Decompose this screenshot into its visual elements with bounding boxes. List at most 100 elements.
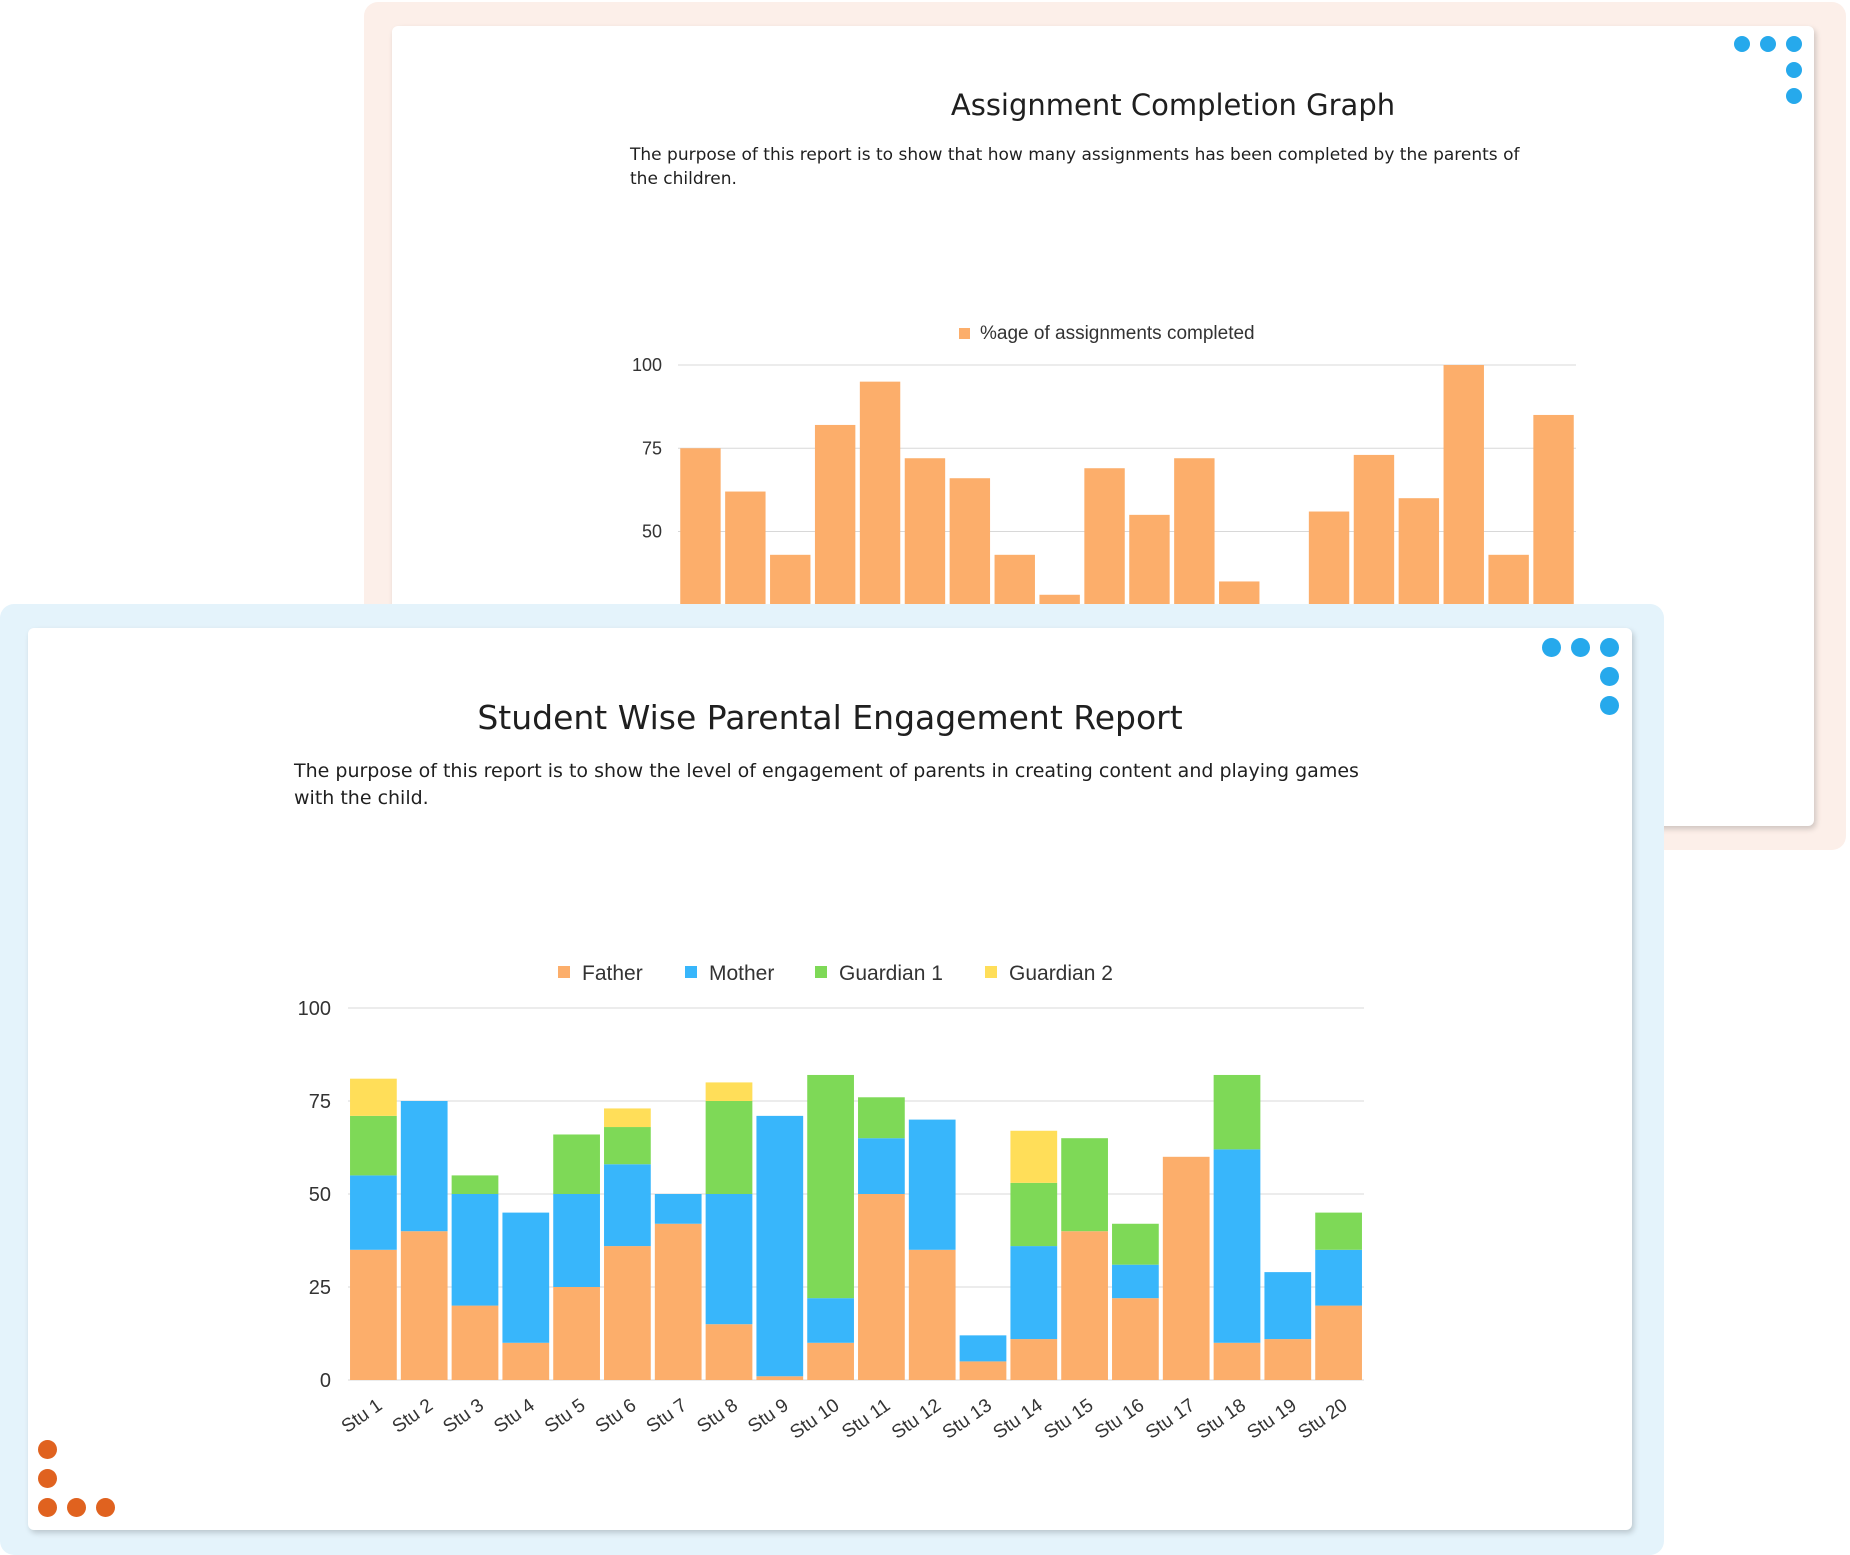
legend-label: Guardian 1 xyxy=(839,962,943,985)
bar-segment-mother xyxy=(959,1335,1007,1362)
legend-label: Mother xyxy=(709,962,774,985)
bar-segment-guardian-1 xyxy=(350,1115,397,1176)
decorative-dot xyxy=(38,1498,57,1517)
bar-segment-guardian-1 xyxy=(807,1074,854,1299)
bar-segment-guardian-2 xyxy=(604,1108,651,1128)
bar-segment-father xyxy=(1315,1305,1362,1380)
bar-segment-guardian-1 xyxy=(1213,1074,1261,1150)
engagement-chart-title: Student Wise Parental Engagement Report xyxy=(477,698,1183,737)
bar-segment-guardian-1 xyxy=(1315,1212,1362,1250)
bar-segment-mother xyxy=(553,1194,600,1287)
assignment-chart-title: Assignment Completion Graph xyxy=(950,88,1396,122)
x-tick-label: Stu 8 xyxy=(693,1395,741,1438)
x-tick-label: Stu 11 xyxy=(838,1395,894,1443)
decorative-dot xyxy=(1760,36,1776,52)
y-tick-label: 25 xyxy=(309,1277,331,1299)
x-tick-label: Stu 20 xyxy=(1294,1395,1351,1444)
bar-segment-father xyxy=(705,1324,753,1380)
x-tick-label: Stu 7 xyxy=(643,1395,691,1438)
y-tick-label: 50 xyxy=(642,522,662,542)
bar-segment-mother xyxy=(807,1298,854,1343)
parental-engagement-card: Student Wise Parental Engagement Report … xyxy=(28,628,1632,1530)
bar-segment-guardian-2 xyxy=(350,1078,397,1116)
x-tick-label: Stu 16 xyxy=(1091,1395,1148,1444)
bar-segment-father xyxy=(553,1287,600,1380)
bar-segment-mother xyxy=(1213,1149,1261,1343)
bar-segment-mother xyxy=(705,1194,753,1325)
bar-segment-mother xyxy=(756,1115,804,1377)
x-tick-label: Stu 10 xyxy=(786,1395,843,1444)
bar-segment-mother xyxy=(908,1119,956,1250)
bar-segment-father xyxy=(451,1305,499,1380)
decorative-dot xyxy=(1542,638,1561,657)
decorative-dot xyxy=(96,1498,115,1517)
y-tick-label: 100 xyxy=(298,998,331,1020)
legend-label: Guardian 2 xyxy=(1009,962,1113,985)
legend-swatch xyxy=(685,966,697,978)
bar-segment-mother xyxy=(1010,1246,1058,1340)
y-tick-label: 50 xyxy=(309,1184,331,1206)
engagement-chart-description: The purpose of this report is to show th… xyxy=(294,760,1359,809)
x-tick-label: Stu 14 xyxy=(990,1395,1047,1444)
bar-segment-father xyxy=(908,1249,956,1380)
y-tick-label: 100 xyxy=(632,355,662,375)
y-tick-label: 75 xyxy=(309,1091,331,1113)
decorative-dot xyxy=(1786,62,1802,78)
x-tick-label: Stu 13 xyxy=(939,1395,996,1444)
bar-segment-guardian-1 xyxy=(1112,1223,1159,1265)
assignment-chart-description: The purpose of this report is to show th… xyxy=(630,145,1520,189)
bar-segment-mother xyxy=(1315,1249,1362,1306)
x-tick-label: Stu 19 xyxy=(1244,1395,1301,1444)
bar-segment-father xyxy=(502,1342,550,1380)
bar-segment-guardian-1 xyxy=(1010,1182,1058,1247)
x-tick-label: Stu 5 xyxy=(541,1395,589,1438)
bar-segment-mother xyxy=(858,1138,905,1194)
bar-segment-mother xyxy=(1264,1272,1312,1340)
bar-segment-father xyxy=(1112,1298,1159,1380)
legend-label: Father xyxy=(582,962,643,985)
x-tick-label: Stu 18 xyxy=(1193,1395,1250,1444)
legend-label: %age of assignments completed xyxy=(980,323,1255,344)
legend-swatch xyxy=(815,966,827,978)
bar-segment-guardian-1 xyxy=(451,1175,499,1194)
bar-segment-father xyxy=(350,1249,397,1380)
bar-segment-guardian-1 xyxy=(553,1134,600,1194)
decorative-dot xyxy=(1786,36,1802,52)
bar-segment-guardian-2 xyxy=(705,1082,753,1101)
bar-segment-guardian-1 xyxy=(1061,1138,1108,1232)
bar-segment-mother xyxy=(654,1194,702,1224)
decorative-dot xyxy=(1786,88,1802,104)
bar-segment-guardian-1 xyxy=(604,1127,651,1165)
bar-segment-mother xyxy=(502,1212,550,1343)
y-tick-label: 0 xyxy=(320,1370,331,1392)
decorative-dot xyxy=(1600,696,1619,715)
engagement-stacked-bar-chart: 0 25 50 75 100 Stu 1 Stu 2 Stu 3 Stu 4 Stu 5 Stu 6… xyxy=(298,962,1364,1444)
decorative-dot xyxy=(1734,36,1750,52)
bar-segment-father xyxy=(1010,1339,1058,1380)
bar-segment-guardian-2 xyxy=(1010,1130,1058,1183)
legend-swatch xyxy=(959,328,970,339)
bar-segment-guardian-1 xyxy=(858,1097,905,1139)
bar-segment-father xyxy=(756,1376,804,1380)
legend-swatch xyxy=(558,966,570,978)
x-tick-label: Stu 2 xyxy=(389,1395,437,1438)
x-tick-label: Stu 9 xyxy=(744,1395,792,1438)
bar-segment-mother xyxy=(604,1164,651,1247)
x-tick-label: Stu 3 xyxy=(439,1395,487,1438)
bar-segment-father xyxy=(959,1361,1007,1380)
x-tick-label: Stu 1 xyxy=(338,1395,386,1438)
bar-segment-mother xyxy=(451,1194,499,1306)
decorative-dot xyxy=(38,1440,57,1459)
bar-segment-father xyxy=(807,1342,854,1380)
decorative-dot xyxy=(67,1498,86,1517)
decorative-dot xyxy=(1600,667,1619,686)
x-tick-label: Stu 17 xyxy=(1142,1395,1199,1444)
bar-segment-father xyxy=(400,1231,448,1380)
bar-segment-father xyxy=(654,1223,702,1380)
x-tick-label: Stu 6 xyxy=(592,1395,640,1438)
bar-segment-mother xyxy=(400,1101,448,1232)
bar-segment-guardian-1 xyxy=(705,1101,753,1194)
decorative-dot xyxy=(38,1469,57,1488)
bar-segment-mother xyxy=(350,1175,397,1250)
x-tick-label: Stu 12 xyxy=(888,1395,945,1444)
